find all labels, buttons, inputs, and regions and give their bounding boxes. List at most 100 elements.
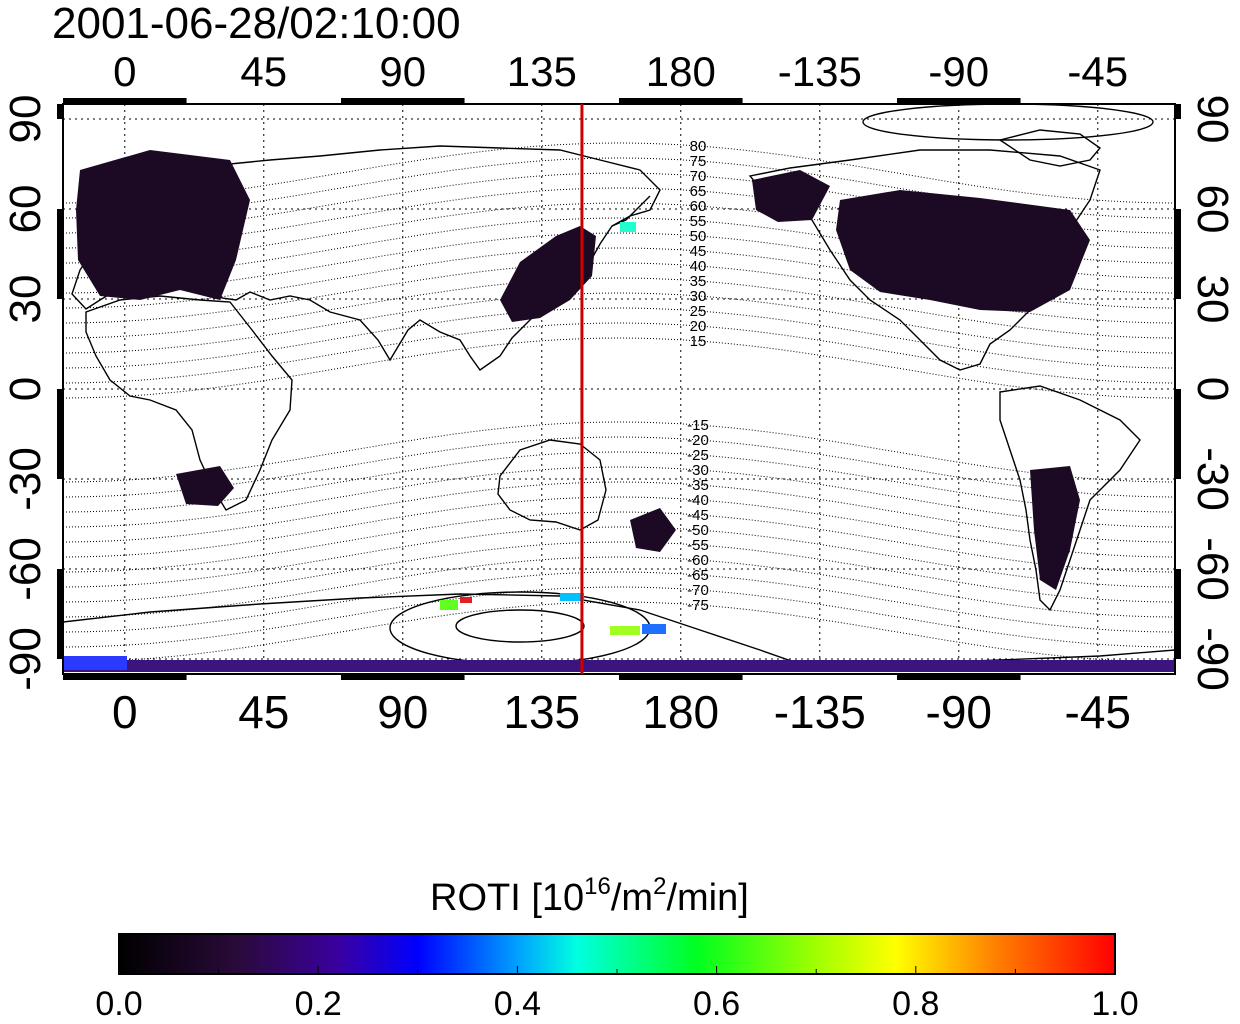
lat-tick-left-6: -90	[1, 627, 50, 691]
lon-tick-top-6: -90	[928, 48, 989, 95]
longitude-ticks-top: 0 45 90 135 180 -135 -90 -45	[113, 48, 1128, 95]
mag-contour-label: 20	[690, 318, 707, 335]
lat-tick-left-3: 0	[1, 377, 50, 401]
mag-contour-label: 25	[690, 303, 707, 320]
south-inner-oval	[455, 609, 585, 643]
colorbar-tick-label-0: 0.0	[95, 985, 142, 1023]
roti-patch-south-america	[1030, 466, 1080, 590]
colorbar-tick-label-3: 0.6	[693, 985, 740, 1023]
roti-patch-green-1	[440, 600, 458, 610]
frame-bar-left-2	[57, 389, 63, 479]
frame-bar-bottom-3	[897, 674, 1021, 680]
mag-contour-south-12	[63, 601, 1175, 663]
lat-tick-right-2: 30	[1188, 275, 1237, 324]
mag-contour-label: 35	[690, 273, 707, 290]
lon-tick-top-3: 135	[507, 48, 577, 95]
frame-bar-bottom-1	[341, 674, 465, 680]
frame-bar-top-1	[341, 98, 465, 104]
coastline-africa	[85, 295, 293, 511]
mag-contour-label: 45	[690, 243, 707, 260]
mag-contour-label: 65	[690, 183, 707, 200]
mag-contour-label: -25	[687, 447, 709, 464]
roti-patch-east-asia	[500, 226, 596, 322]
lon-tick-bottom-2: 90	[377, 686, 428, 738]
mag-contour-north-12	[63, 322, 1175, 384]
lat-tick-right-0: 90	[1188, 95, 1237, 144]
mag-contour-label: -65	[687, 567, 709, 584]
mag-contour-label: -55	[687, 537, 709, 554]
roti-patch-north-america	[836, 190, 1090, 312]
lat-tick-right-3: 0	[1188, 377, 1237, 401]
frame-bar-bottom-2	[619, 674, 743, 680]
frame-bar-top-0	[63, 98, 187, 104]
mag-contour-north-9	[63, 277, 1175, 339]
mag-contour-label: 30	[690, 288, 707, 305]
frame-bar-top-3	[897, 98, 1021, 104]
frame-edge-bars	[57, 98, 1181, 680]
lat-tick-left-1: 60	[1, 185, 50, 234]
roti-patch-cyan-japan	[620, 222, 636, 232]
lon-tick-top-0: 0	[113, 48, 136, 95]
frame-bar-right-1	[1175, 209, 1181, 299]
lon-tick-top-4: 180	[646, 48, 716, 95]
roti-patch-blue-left	[63, 656, 127, 670]
lon-tick-bottom-1: 45	[238, 686, 289, 738]
mag-contour-label: 70	[690, 168, 707, 185]
lon-tick-top-1: 45	[240, 48, 287, 95]
lon-tick-bottom-4: 180	[642, 686, 719, 738]
mag-contour-south-9	[63, 556, 1175, 618]
lon-tick-bottom-6: -90	[926, 686, 992, 738]
roti-patch-red	[460, 597, 472, 603]
mag-contour-south-3	[63, 466, 1175, 528]
lon-tick-bottom-3: 135	[503, 686, 580, 738]
lat-tick-left-5: -60	[1, 537, 50, 601]
lat-lon-grid	[63, 104, 1175, 674]
mag-contour-label: -35	[687, 477, 709, 494]
lat-tick-left-0: 90	[1, 95, 50, 144]
colorbar-gradient	[118, 933, 1116, 975]
mag-contour-label: -15	[687, 417, 709, 434]
frame-bar-left-1	[57, 209, 63, 299]
mag-contour-south-5	[63, 496, 1175, 558]
colorbar-tick-label-4: 0.8	[892, 985, 939, 1023]
mag-contour-label: 55	[690, 213, 707, 230]
lon-tick-bottom-0: 0	[112, 686, 138, 738]
frame-bar-left-0	[57, 104, 63, 119]
mag-contour-south-6	[63, 511, 1175, 573]
mag-contour-label: -30	[687, 462, 709, 479]
latitude-ticks-right: 90 60 30 0 -30 -60 -90	[1188, 95, 1237, 691]
mag-contour-south-2	[63, 451, 1175, 513]
lat-tick-left-2: 30	[1, 275, 50, 324]
mag-contour-label: -50	[687, 522, 709, 539]
colorbar: ROTI [1016/m2/min] 0.0 0.2 0.4 0.6 0.8 1.0	[95, 873, 1138, 1023]
latitude-ticks-left: 90 60 30 0 -30 -60 -90	[1, 95, 50, 691]
mag-contour-label: 15	[690, 333, 707, 350]
roti-patch-alaska	[752, 170, 830, 222]
lon-tick-top-5: -135	[778, 48, 862, 95]
roti-patch-antarctic-band	[63, 660, 1175, 672]
lat-tick-right-1: 60	[1188, 185, 1237, 234]
roti-patch-south-africa	[176, 466, 234, 506]
north-auroral-oval	[862, 104, 1154, 141]
frame-bar-left-3	[57, 569, 63, 659]
longitude-ticks-bottom: 0 45 90 135 180 -135 -90 -45	[112, 686, 1131, 738]
mag-contour-south-10	[63, 571, 1175, 633]
mag-contour-south-11	[63, 586, 1175, 648]
frame-bar-bottom-0	[63, 674, 187, 680]
coastline-japan	[611, 195, 651, 227]
mag-contour-label: -45	[687, 507, 709, 524]
mag-contour-south-8	[63, 541, 1175, 603]
mag-contour-south-0	[63, 421, 1175, 483]
lon-tick-top-2: 90	[379, 48, 426, 95]
coastline-south-america	[999, 385, 1141, 612]
lat-tick-left-4: -30	[1, 447, 50, 511]
mag-contour-label: -70	[687, 582, 709, 599]
mag-contour-label: 75	[690, 153, 707, 170]
frame-bar-right-2	[1175, 389, 1181, 479]
lat-tick-right-6: -90	[1188, 627, 1237, 691]
coastline-australia	[497, 439, 607, 531]
coastline-north-america	[748, 149, 1101, 371]
